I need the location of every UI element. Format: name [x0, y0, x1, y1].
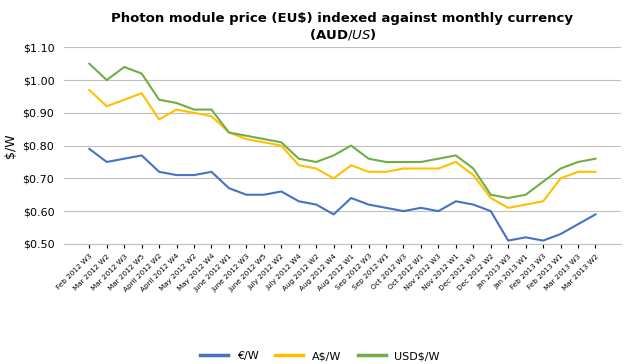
A$/W [591, 170, 599, 174]
€/W [574, 222, 582, 226]
€/W [260, 193, 268, 197]
€/W [365, 202, 372, 207]
A$/W [207, 114, 215, 118]
USD$/W [120, 65, 128, 69]
A$/W [103, 104, 111, 108]
USD$/W [312, 160, 320, 164]
€/W [190, 173, 198, 177]
Title: Photon module price (EU$) indexed against monthly currency
(AUD$/US$): Photon module price (EU$) indexed agains… [111, 12, 573, 43]
USD$/W [295, 157, 303, 161]
USD$/W [417, 160, 425, 164]
A$/W [260, 140, 268, 145]
USD$/W [574, 160, 582, 164]
Legend: €/W, A$/W, USD$/W: €/W, A$/W, USD$/W [196, 347, 444, 364]
€/W [103, 160, 111, 164]
A$/W [574, 170, 582, 174]
€/W [417, 206, 425, 210]
€/W [540, 238, 547, 243]
A$/W [470, 173, 477, 177]
USD$/W [470, 166, 477, 171]
A$/W [540, 199, 547, 203]
€/W [435, 209, 442, 213]
€/W [243, 193, 250, 197]
USD$/W [557, 166, 564, 171]
USD$/W [591, 157, 599, 161]
USD$/W [173, 101, 180, 105]
A$/W [243, 137, 250, 141]
A$/W [452, 160, 460, 164]
A$/W [225, 130, 233, 135]
A$/W [522, 202, 529, 207]
Line: €/W: €/W [90, 149, 595, 241]
A$/W [156, 117, 163, 122]
€/W [504, 238, 512, 243]
A$/W [365, 170, 372, 174]
€/W [138, 153, 145, 158]
€/W [120, 157, 128, 161]
USD$/W [138, 71, 145, 76]
A$/W [138, 91, 145, 95]
€/W [591, 212, 599, 217]
A$/W [120, 98, 128, 102]
€/W [86, 147, 93, 151]
A$/W [86, 88, 93, 92]
USD$/W [522, 193, 529, 197]
A$/W [173, 107, 180, 112]
USD$/W [156, 98, 163, 102]
Line: USD$/W: USD$/W [90, 64, 595, 198]
USD$/W [382, 160, 390, 164]
Y-axis label: $/W: $/W [4, 133, 17, 158]
USD$/W [190, 107, 198, 112]
A$/W [382, 170, 390, 174]
USD$/W [399, 160, 407, 164]
€/W [399, 209, 407, 213]
€/W [312, 202, 320, 207]
USD$/W [86, 62, 93, 66]
USD$/W [504, 196, 512, 200]
€/W [225, 186, 233, 190]
A$/W [330, 176, 337, 181]
A$/W [435, 166, 442, 171]
€/W [207, 170, 215, 174]
€/W [295, 199, 303, 203]
€/W [470, 202, 477, 207]
Line: A$/W: A$/W [90, 90, 595, 208]
USD$/W [348, 143, 355, 148]
€/W [330, 212, 337, 217]
A$/W [487, 196, 495, 200]
A$/W [312, 166, 320, 171]
USD$/W [540, 179, 547, 184]
€/W [487, 209, 495, 213]
A$/W [504, 206, 512, 210]
USD$/W [330, 153, 337, 158]
€/W [382, 206, 390, 210]
USD$/W [260, 137, 268, 141]
A$/W [399, 166, 407, 171]
USD$/W [435, 157, 442, 161]
USD$/W [365, 157, 372, 161]
€/W [557, 232, 564, 236]
€/W [173, 173, 180, 177]
USD$/W [487, 193, 495, 197]
USD$/W [243, 134, 250, 138]
A$/W [348, 163, 355, 167]
A$/W [278, 143, 285, 148]
USD$/W [225, 130, 233, 135]
USD$/W [452, 153, 460, 158]
€/W [522, 235, 529, 240]
€/W [278, 189, 285, 194]
€/W [156, 170, 163, 174]
USD$/W [207, 107, 215, 112]
A$/W [557, 176, 564, 181]
A$/W [190, 111, 198, 115]
A$/W [417, 166, 425, 171]
USD$/W [278, 140, 285, 145]
USD$/W [103, 78, 111, 82]
€/W [452, 199, 460, 203]
€/W [348, 196, 355, 200]
A$/W [295, 163, 303, 167]
